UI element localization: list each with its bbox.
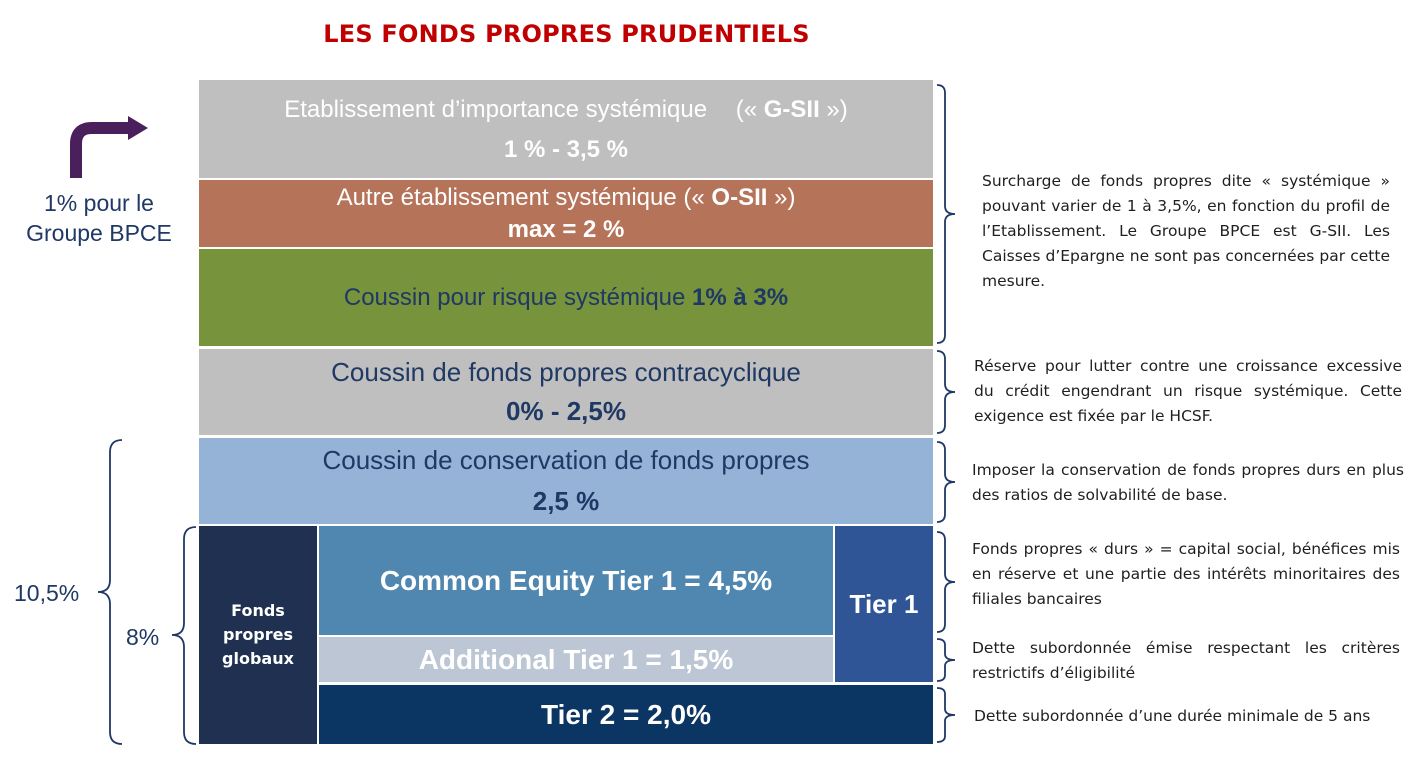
note-contra: Réserve pour lutter contre une croissanc… [974, 357, 1402, 425]
gsii-label: Etablissement d’importance systémique [284, 96, 708, 123]
brace-tier2 [936, 687, 956, 743]
cet1-label: Common Equity Tier 1 = 4,5% [379, 564, 773, 596]
gsii-strong: G-SII [763, 96, 820, 123]
osii-block: Autre établissement systémique (« O-SII … [199, 180, 933, 247]
bpce-label: 1% pour le Groupe BPCE [10, 188, 188, 248]
tier1-block: Tier 1 [835, 526, 933, 682]
bpce-line2: Groupe BPCE [26, 220, 172, 246]
note-cet1: Fonds propres « durs » = capital social,… [972, 540, 1400, 608]
osii-max: max = 2 % [507, 215, 625, 243]
bent-arrow-icon [70, 116, 148, 178]
cet1-block: Common Equity Tier 1 = 4,5% [319, 526, 833, 635]
tier1-label: Tier 1 [849, 588, 919, 619]
label-10-5-percent: 10,5% [14, 580, 80, 606]
systemic-buffer-block: Coussin pour risque systémique 1% à 3% [199, 249, 933, 346]
systemic-label: Coussin pour risque systémique [343, 283, 693, 311]
bpce-line1: 1% pour le [44, 190, 154, 216]
brace-conservation [936, 441, 956, 523]
note-tier2: Dette subordonnée d’une durée minimale d… [974, 707, 1371, 725]
fonds-globaux-line1: Fonds [231, 601, 285, 620]
fonds-propres-globaux-block: Fonds propres globaux [199, 526, 317, 744]
gsii-open: (« [735, 96, 764, 123]
brace-at1 [936, 638, 956, 682]
note-conservation: Imposer la conservation de fonds propres… [972, 461, 1404, 504]
brace-8-percent [171, 526, 197, 745]
osii-label: Autre établissement systémique (« [336, 183, 712, 211]
fonds-globaux-line2: propres [222, 625, 294, 644]
brace-systemic [936, 84, 956, 344]
note-systemic: Surcharge de fonds propres dite « systém… [982, 172, 1390, 290]
at1-block: Additional Tier 1 = 1,5% [319, 637, 833, 682]
conservation-value: 2,5 % [532, 486, 600, 516]
osii-close: ») [767, 183, 796, 211]
brace-10-5-percent [97, 439, 123, 745]
contracyclical-buffer-block: Coussin de fonds propres contracyclique … [199, 349, 933, 435]
at1-label: Additional Tier 1 = 1,5% [418, 643, 734, 675]
page-title: LES FONDS PROPRES PRUDENTIELS [323, 20, 810, 48]
systemic-line: Coussin pour risque systémique 1% à 3% [344, 284, 788, 312]
conservation-buffer-block: Coussin de conservation de fonds propres… [199, 438, 933, 524]
osii-strong: O-SII [711, 183, 768, 211]
contra-range: 0% - 2,5% [506, 396, 626, 426]
gsii-range: 1 % - 3,5 % [503, 136, 629, 163]
gsii-block: Etablissement d’importance systémique («… [199, 80, 933, 178]
gsii-line1: Etablissement d’importance systémique («… [284, 96, 848, 124]
tier2-block: Tier 2 = 2,0% [319, 685, 933, 744]
osii-line1: Autre établissement systémique (« O-SII … [337, 184, 796, 212]
note-at1: Dette subordonnée émise respectant les c… [972, 639, 1400, 682]
gsii-close: ») [819, 96, 848, 123]
systemic-range: 1% à 3% [692, 283, 789, 311]
brace-contra [936, 350, 956, 434]
conservation-label: Coussin de conservation de fonds propres [322, 445, 810, 475]
label-8-percent: 8% [126, 624, 160, 650]
fonds-globaux-line3: globaux [222, 649, 294, 668]
contra-label: Coussin de fonds propres contracyclique [331, 357, 801, 387]
tier2-label: Tier 2 = 2,0% [541, 698, 711, 730]
brace-cet1 [936, 531, 956, 633]
